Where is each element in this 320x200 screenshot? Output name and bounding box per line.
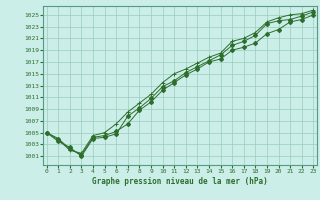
- X-axis label: Graphe pression niveau de la mer (hPa): Graphe pression niveau de la mer (hPa): [92, 177, 268, 186]
